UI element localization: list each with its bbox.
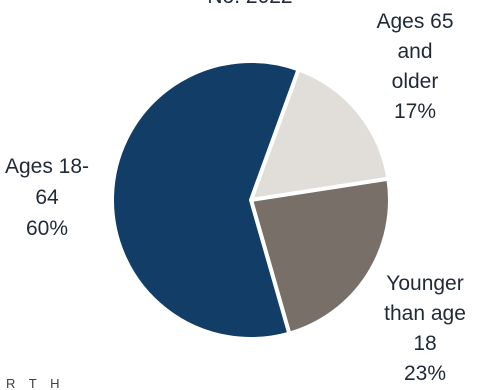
pie-slice-label-1: Ages 65 and older 17%: [376, 10, 453, 123]
pie-slice-label-line: Ages 65: [376, 10, 453, 33]
pie-slice-label-line: older: [392, 70, 439, 93]
pie-slice-label-line: 23%: [404, 362, 446, 385]
chart-title-fragment: No. 2022: [207, 0, 292, 8]
pie-slice-2: [249, 176, 392, 336]
pie-slice-label-line: 18: [413, 332, 436, 355]
pie-slice-label-line: 60%: [26, 217, 68, 240]
pie-slice-label-line: Younger: [386, 272, 463, 295]
pie-slice-label-line: and: [397, 40, 432, 63]
pie-labels: Ages 65 and older 17% Younger than age 18 23% Ag…: [5, 10, 466, 385]
pie-slice-label-3: Ages 18- 64 60%: [5, 155, 89, 240]
pie-slice-1: [249, 67, 391, 202]
pie-slice-label-line: 17%: [394, 100, 436, 123]
pie-slice-3: [110, 59, 301, 341]
pie-slice-label-line: Ages 18-: [5, 155, 89, 178]
pie-slice-label-line: than age: [384, 302, 466, 325]
brand-wordmark-fragment: R T H: [6, 376, 64, 390]
pie-slice-label-2: Younger than age 18 23%: [384, 272, 466, 385]
pie-slices: [110, 59, 392, 341]
pie-slice-label-line: 64: [35, 186, 59, 209]
